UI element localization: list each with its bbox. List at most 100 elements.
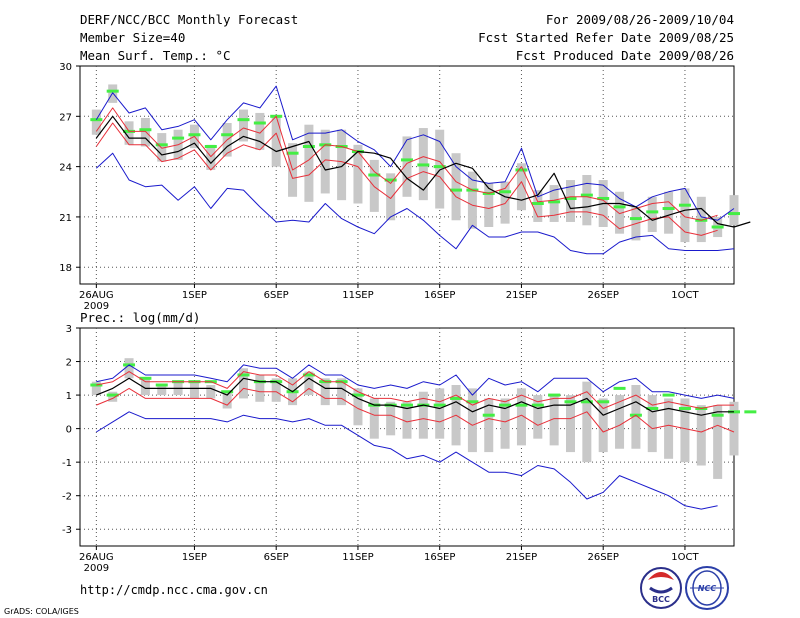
precipitation-panel: 26AUG 1SEP 6SEP 11SEP 16SEP 21SEP 26SEP 1OCT 200… [62, 324, 757, 574]
temp-quantile-box [255, 112, 265, 150]
temp-quantile-box [369, 159, 379, 212]
temp-quantile-box [124, 121, 134, 145]
bcc-logo-text: BCC [652, 595, 670, 604]
ncc-logo: NCC [685, 566, 729, 610]
prec-xtick-label: 1SEP [182, 552, 207, 563]
prec-year-label: 2009 [84, 563, 109, 574]
temp-ytick-label: 18 [59, 263, 72, 274]
temp-quantile-box [386, 173, 396, 221]
temp-xtick-label: 26SEP [587, 290, 618, 301]
prec-quantile-box [386, 401, 396, 436]
chart-title: DERF/NCC/BCC Monthly Forecast [80, 12, 298, 27]
temp-mean-line [95, 115, 751, 228]
temp-xtick-label: 11SEP [342, 290, 373, 301]
temp-ytick-label: 21 [59, 213, 72, 224]
prec-quantile-box [222, 391, 232, 409]
temp-quantile-box [729, 195, 739, 226]
temp-quantile-box [451, 153, 461, 221]
prec-quantile-box [582, 381, 592, 463]
prec-quantile-box [631, 385, 641, 449]
prec-mean-plus-sd-line [96, 371, 734, 409]
prec-quantile-box [696, 405, 706, 466]
prec-quantile-box [647, 395, 657, 453]
temp-quantile-box [353, 144, 363, 204]
temp-quantile-box [516, 163, 526, 211]
prec-quantile-box [680, 398, 690, 463]
footer-url[interactable]: http://cmdp.ncc.cma.gov.cn [80, 583, 268, 597]
prec-quantile-box [353, 388, 363, 426]
temp-plot-frame [79, 65, 735, 285]
temp-quantile-box [91, 109, 101, 135]
prec-ytick-label: 0 [66, 425, 72, 436]
prec-quantile-box [140, 378, 150, 396]
temp-quantile-box [664, 191, 674, 234]
prec-quantile-box [108, 391, 118, 402]
variable-label: Mean Surf. Temp.: °C [80, 48, 231, 63]
temp-xtick-label: 21SEP [506, 290, 537, 301]
temp-quantile-box [647, 196, 657, 233]
prec-quantile-box [157, 385, 167, 396]
prec-quantile-box [304, 371, 314, 396]
temp-quantile-box [615, 191, 625, 234]
prec-xtick-label: 1OCT [671, 552, 699, 563]
prec-ytick-label: 1 [66, 391, 72, 402]
prec-quantile-box [598, 398, 608, 453]
prec-quantile-box [500, 398, 510, 449]
prec-quantile-box [206, 385, 216, 399]
prec-quantile-box [533, 395, 543, 439]
prec-quantile-box [255, 374, 265, 402]
prec-quantile-box [729, 401, 739, 456]
temperature-panel: 26AUG 1SEP 6SEP 11SEP 16SEP 21SEP 26SEP 1OCT 200… [59, 62, 751, 312]
temp-quantile-box [467, 171, 477, 229]
prec-xtick-label: 16SEP [424, 552, 455, 563]
bcc-wave-icon [649, 586, 673, 594]
prec-quantile-box [402, 401, 412, 439]
refer-date: Fcst Started Refer Date 2009/08/25 [478, 30, 734, 45]
prec-ytick-label: -1 [62, 458, 72, 469]
temp-quantile-box [304, 124, 314, 202]
prec-quantile-box [239, 368, 248, 399]
member-size: Member Size=40 [80, 30, 185, 45]
prec-xtick-label: 26AUG [79, 552, 114, 563]
prec-quantile-box [484, 398, 494, 453]
prec-ytick-label: 2 [66, 358, 72, 369]
temp-quantile-box [484, 183, 494, 227]
temp-xtick-label: 16SEP [424, 290, 455, 301]
temp-ytick-label: 27 [59, 112, 72, 123]
temp-quantile-box [566, 180, 575, 222]
prec-quantile-box [418, 391, 428, 439]
prec-quantile-box [549, 395, 559, 446]
temp-quantile-box [533, 190, 543, 222]
prec-quantile-box [124, 358, 134, 379]
temp-max-line [95, 85, 735, 221]
prec-xtick-label: 6SEP [264, 552, 289, 563]
prec-mean-line [96, 377, 734, 416]
prec-quantile-box [91, 381, 101, 396]
temp-xtick-label: 26AUG [79, 290, 114, 301]
temp-quantile-box [157, 133, 167, 162]
prec-quantile-box [369, 398, 379, 439]
temp-ytick-label: 24 [59, 163, 72, 174]
temp-quantile-box [549, 185, 559, 222]
prec-quantile-box [566, 395, 575, 453]
temp-quantile-box [435, 129, 445, 209]
bcc-emblem-icon [648, 572, 674, 580]
prec-mean-minus-sd-line [96, 387, 735, 433]
temp-quantile-box [271, 116, 281, 167]
prec-xtick-label: 26SEP [587, 552, 618, 563]
temp-quantile-box [402, 136, 412, 197]
temp-quantile-box [239, 109, 248, 142]
temp-mean-plus-sd-line [95, 107, 718, 221]
prec-xtick-label: 11SEP [342, 552, 373, 563]
temp-quantile-box [320, 129, 330, 194]
prec-quantile-box [615, 395, 625, 449]
prec-quantile-box [664, 398, 674, 459]
temp-xtick-label: 6SEP [264, 290, 289, 301]
prec-quantile-box [435, 388, 445, 439]
temp-ytick-label: 30 [59, 62, 72, 73]
temp-min-line [95, 152, 735, 255]
prec-quantile-box [271, 378, 281, 402]
prec-quantile-box [189, 381, 199, 399]
temp-year-label: 2009 [84, 301, 109, 312]
